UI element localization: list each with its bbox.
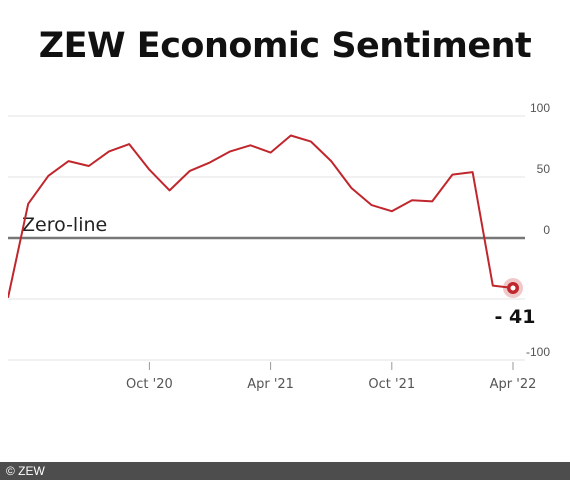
last-value-label: - 41 bbox=[495, 306, 536, 328]
x-tick-label: Apr '22 bbox=[490, 377, 537, 392]
line-chart: 100 50 0 -100 Oct '20 Apr '21 Oct '21 Apr '22 Ze… bbox=[8, 101, 551, 392]
y-tick-label: 50 bbox=[537, 162, 551, 176]
zero-line-label: Zero-line bbox=[22, 214, 107, 236]
last-point-center bbox=[510, 285, 516, 291]
sentiment-series-line bbox=[8, 134, 514, 299]
copyright-footer: © ZEW bbox=[0, 462, 570, 480]
y-tick-label: 100 bbox=[530, 101, 550, 115]
x-tick-label: Apr '21 bbox=[247, 377, 294, 392]
copyright-text: © ZEW bbox=[6, 464, 45, 478]
chart-title: ZEW Economic Sentiment bbox=[38, 26, 532, 66]
y-tick-label: 0 bbox=[543, 223, 550, 237]
y-tick-label: -100 bbox=[526, 345, 550, 359]
x-tick-label: Oct '20 bbox=[126, 377, 173, 392]
x-tick-label: Oct '21 bbox=[368, 377, 415, 392]
